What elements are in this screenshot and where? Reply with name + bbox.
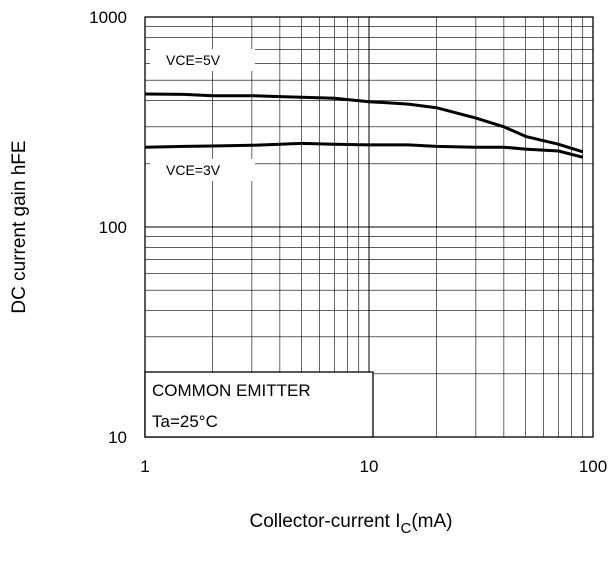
legend-line-1: COMMON EMITTER bbox=[152, 381, 311, 400]
tick-labels: 1 10 100 10 100 1000 bbox=[89, 8, 607, 476]
y-tick-label: 10 bbox=[108, 428, 127, 447]
legend-box: COMMON EMITTER Ta=25°C bbox=[144, 371, 374, 438]
series-layer bbox=[144, 92, 584, 159]
x-tick-label: 10 bbox=[360, 457, 379, 476]
y-tick-label: 1000 bbox=[89, 8, 127, 27]
legend-frame bbox=[144, 371, 374, 438]
curve-label-bg bbox=[150, 49, 255, 71]
series-line-vce-5v bbox=[144, 92, 584, 154]
curve-labels: VCE=5V VCE=3V bbox=[150, 49, 255, 181]
curve-label-vce-5v: VCE=5V bbox=[166, 52, 221, 68]
curve-label-bg bbox=[150, 159, 255, 181]
y-axis-label: DC current gain hFE bbox=[9, 140, 30, 313]
y-tick-label: 100 bbox=[99, 218, 127, 237]
x-axis-label: Collector-current IC(mA) bbox=[250, 511, 453, 537]
x-axis-label-unit: (mA) bbox=[411, 511, 452, 532]
x-axis-label-subscript: C bbox=[401, 520, 412, 537]
curve-label-vce-3v: VCE=3V bbox=[166, 162, 221, 178]
x-tick-label: 100 bbox=[579, 457, 607, 476]
x-axis-label-main: Collector-current I bbox=[250, 511, 401, 532]
series-line-vce-3v bbox=[144, 141, 584, 159]
x-tick-label: 1 bbox=[140, 457, 149, 476]
legend-line-2: Ta=25°C bbox=[152, 412, 218, 431]
